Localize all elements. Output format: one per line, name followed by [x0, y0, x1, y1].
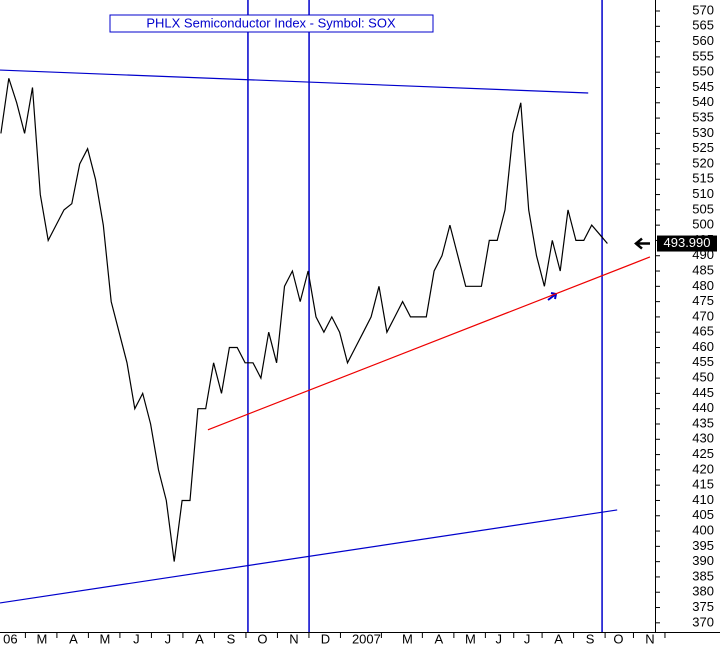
- y-tick-label: 440: [692, 400, 714, 415]
- x-tick-label: J: [495, 631, 502, 646]
- y-tick-label: 545: [692, 79, 714, 94]
- y-tick-label: 450: [692, 370, 714, 385]
- y-tick-label: 570: [692, 2, 714, 17]
- y-tick-label: 485: [692, 262, 714, 277]
- trendline: [0, 509, 618, 604]
- y-tick-label: 380: [692, 584, 714, 599]
- y-tick-label: 410: [692, 492, 714, 507]
- chart-title: PHLX Semiconductor Index - Symbol: SOX: [146, 15, 396, 30]
- y-tick-label: 535: [692, 110, 714, 125]
- last-value-box: [657, 235, 717, 252]
- y-tick-label: 520: [692, 155, 714, 170]
- y-tick-label: 500: [692, 217, 714, 232]
- y-tick-label: 455: [692, 354, 714, 369]
- y-tick-label: 510: [692, 186, 714, 201]
- trendline: [207, 256, 651, 431]
- y-tick-label: 430: [692, 431, 714, 446]
- y-tick-label: 415: [692, 477, 714, 492]
- x-tick-label: A: [435, 631, 444, 646]
- x-tick-label: A: [195, 631, 204, 646]
- x-tick-label: O: [257, 631, 267, 646]
- x-tick-label: S: [227, 631, 236, 646]
- trendline: [0, 69, 589, 94]
- y-tick-label: 475: [692, 293, 714, 308]
- x-tick-label: M: [99, 631, 110, 646]
- x-tick-label: A: [554, 631, 563, 646]
- x-tick-label: A: [69, 631, 78, 646]
- x-tick-label: J: [165, 631, 172, 646]
- x-tick-label: 06: [3, 631, 17, 646]
- y-tick-label: 370: [692, 614, 714, 629]
- x-tick-label: N: [645, 631, 654, 646]
- title-border: [109, 14, 434, 33]
- y-tick-label: 555: [692, 48, 714, 63]
- y-tick-label: 435: [692, 415, 714, 430]
- x-tick-label: D: [321, 631, 330, 646]
- y-tick-label: 375: [692, 599, 714, 614]
- y-tick-label: 515: [692, 171, 714, 186]
- y-tick-label: 395: [692, 538, 714, 553]
- y-tick-label: 460: [692, 339, 714, 354]
- x-tick-label: M: [465, 631, 476, 646]
- y-tick-label: 470: [692, 308, 714, 323]
- last-value-arrow: [634, 237, 650, 250]
- y-tick-label: 400: [692, 522, 714, 537]
- x-tick-label: J: [133, 631, 140, 646]
- x-tick-label: S: [586, 631, 595, 646]
- y-tick-label: 425: [692, 446, 714, 461]
- y-tick-label: 390: [692, 553, 714, 568]
- y-tick-label: 405: [692, 507, 714, 522]
- price-line: [0, 78, 608, 562]
- y-tick-label: 565: [692, 18, 714, 33]
- y-tick-label: 560: [692, 33, 714, 48]
- y-tick-label: 505: [692, 201, 714, 216]
- last-value-label: 493.990: [664, 235, 711, 250]
- y-tick-label: 385: [692, 568, 714, 583]
- x-tick-label: N: [289, 631, 298, 646]
- y-tick-label: 420: [692, 461, 714, 476]
- title-box: PHLX Semiconductor Index - Symbol: SOX: [109, 14, 434, 33]
- y-tick-label: 445: [692, 385, 714, 400]
- x-tick-label: 2007: [352, 631, 381, 646]
- x-tick-label: M: [36, 631, 47, 646]
- y-tick-label: 480: [692, 278, 714, 293]
- x-tick-label: M: [402, 631, 413, 646]
- x-tick-label: O: [613, 631, 623, 646]
- y-tick-label: 540: [692, 94, 714, 109]
- x-tick-label: J: [524, 631, 531, 646]
- y-tick-label: 530: [692, 125, 714, 140]
- y-tick-label: 550: [692, 64, 714, 79]
- y-tick-label: 465: [692, 324, 714, 339]
- y-tick-label: 525: [692, 140, 714, 155]
